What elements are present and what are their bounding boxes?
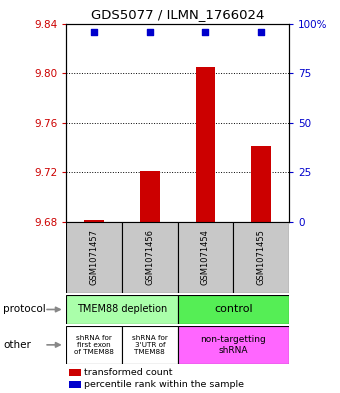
Bar	[84, 220, 104, 222]
Text: TMEM88 depletion: TMEM88 depletion	[77, 305, 167, 314]
Text: GSM1071455: GSM1071455	[257, 230, 266, 285]
Text: transformed count: transformed count	[84, 367, 173, 376]
Bar	[251, 146, 271, 222]
Title: GDS5077 / ILMN_1766024: GDS5077 / ILMN_1766024	[91, 8, 264, 21]
Text: shRNA for
first exon
of TMEM88: shRNA for first exon of TMEM88	[74, 335, 114, 355]
Point	[91, 29, 97, 35]
Bar	[122, 326, 178, 364]
Point	[147, 29, 153, 35]
Bar	[69, 381, 81, 388]
Text: control: control	[214, 305, 253, 314]
Text: shRNA for
3'UTR of
TMEM88: shRNA for 3'UTR of TMEM88	[132, 335, 168, 355]
Text: percentile rank within the sample: percentile rank within the sample	[84, 380, 244, 389]
Bar	[178, 222, 233, 293]
Bar	[178, 295, 289, 324]
Bar	[196, 67, 215, 222]
Text: GSM1071454: GSM1071454	[201, 230, 210, 285]
Bar	[233, 222, 289, 293]
Text: other: other	[3, 340, 31, 350]
Text: GSM1071457: GSM1071457	[90, 230, 99, 285]
Text: protocol: protocol	[3, 305, 46, 314]
Bar	[69, 369, 81, 376]
Bar	[178, 326, 289, 364]
Bar	[66, 295, 178, 324]
Point	[258, 29, 264, 35]
Point	[203, 29, 208, 35]
Bar	[122, 222, 178, 293]
Text: non-targetting
shRNA: non-targetting shRNA	[201, 335, 266, 354]
Bar	[66, 326, 122, 364]
Text: GSM1071456: GSM1071456	[145, 230, 154, 285]
Bar	[140, 171, 159, 222]
Bar	[66, 222, 122, 293]
